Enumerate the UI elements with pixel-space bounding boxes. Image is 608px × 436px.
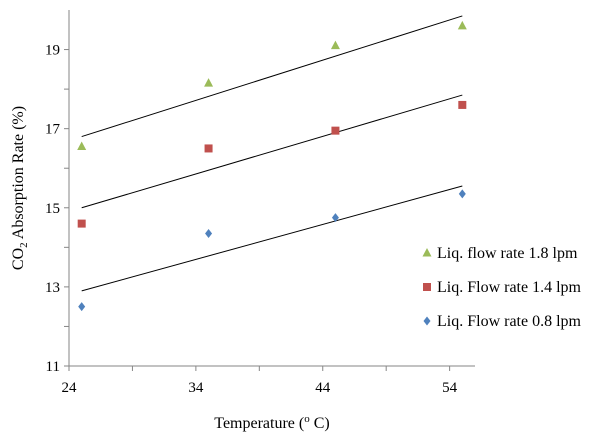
legend-label: Liq. Flow rate 1.4 lpm <box>437 279 582 296</box>
x-axis-title: Temperature (o C) <box>214 413 329 432</box>
data-point-liq-flow-rate-1-8-lpm <box>330 40 340 50</box>
y-axis-title-text: CO <box>10 248 27 270</box>
y-axis-title: CO2 Absorption Rate (%) <box>10 106 30 270</box>
y-tick-label: 19 <box>45 43 60 59</box>
data-point-liq-flow-rate-1-4-lpm <box>204 144 213 153</box>
x-axis-title-text: Temperature ( <box>214 415 304 432</box>
y-tick-label: 15 <box>45 201 60 217</box>
legend-marker-liq-flow-rate-1-4-lpm <box>423 283 431 291</box>
legend-marker-liq-flow-rate-0-8-lpm <box>423 316 431 326</box>
y-tick-label: 11 <box>46 359 60 375</box>
x-tick-label: 44 <box>315 380 331 396</box>
data-point-liq-flow-rate-1-4-lpm <box>77 219 86 228</box>
legend-item-liq-flow-rate-1-8-lpm: Liq. flow rate 1.8 lpm <box>422 245 578 262</box>
x-tick-label: 54 <box>442 380 458 396</box>
x-ticks: 24 34 44 54 <box>62 366 458 396</box>
data-point-liq-flow-rate-0-8-lpm <box>78 302 86 312</box>
data-markers <box>77 20 467 312</box>
x-tick-label: 34 <box>188 380 204 396</box>
data-point-liq-flow-rate-1-4-lpm <box>458 100 467 109</box>
data-point-liq-flow-rate-1-8-lpm <box>457 20 467 30</box>
trendline-liq-flow-rate-1-4-lpm <box>81 94 463 209</box>
data-point-liq-flow-rate-0-8-lpm <box>205 228 213 238</box>
legend-marker-liq-flow-rate-1-8-lpm <box>422 248 432 257</box>
data-point-liq-flow-rate-1-8-lpm <box>77 141 87 150</box>
y-tick-label: 17 <box>45 122 61 138</box>
data-point-liq-flow-rate-1-8-lpm <box>204 78 214 87</box>
x-axis-title-superscript: o <box>304 413 310 425</box>
trendline-liq-flow-rate-0-8-lpm <box>81 185 463 292</box>
legend-item-liq-flow-rate-1-4-lpm: Liq. Flow rate 1.4 lpm <box>423 279 582 296</box>
trendlines <box>81 15 463 292</box>
y-axis-title-tail: Absorption Rate (%) <box>10 106 27 242</box>
data-point-liq-flow-rate-0-8-lpm <box>331 213 339 223</box>
legend-label: Liq. flow rate 1.8 lpm <box>437 245 578 262</box>
legend-item-liq-flow-rate-0-8-lpm: Liq. Flow rate 0.8 lpm <box>423 313 582 330</box>
legend-label: Liq. Flow rate 0.8 lpm <box>437 313 582 330</box>
x-axis-title-tail: C) <box>310 415 330 432</box>
data-point-liq-flow-rate-0-8-lpm <box>458 189 466 199</box>
x-tick-label: 24 <box>62 380 78 396</box>
y-ticks: 11 13 15 17 19 <box>45 43 69 375</box>
legend: Liq. flow rate 1.8 lpm Liq. Flow rate 1.4… <box>422 245 582 330</box>
plot-area: 11 13 15 17 19 24 34 44 54 <box>45 10 475 396</box>
trendline-liq-flow-rate-1-8-lpm <box>81 15 463 138</box>
y-axis-title-subscript: 2 <box>18 242 30 248</box>
data-point-liq-flow-rate-1-4-lpm <box>331 126 340 135</box>
y-tick-label: 13 <box>45 280 60 296</box>
